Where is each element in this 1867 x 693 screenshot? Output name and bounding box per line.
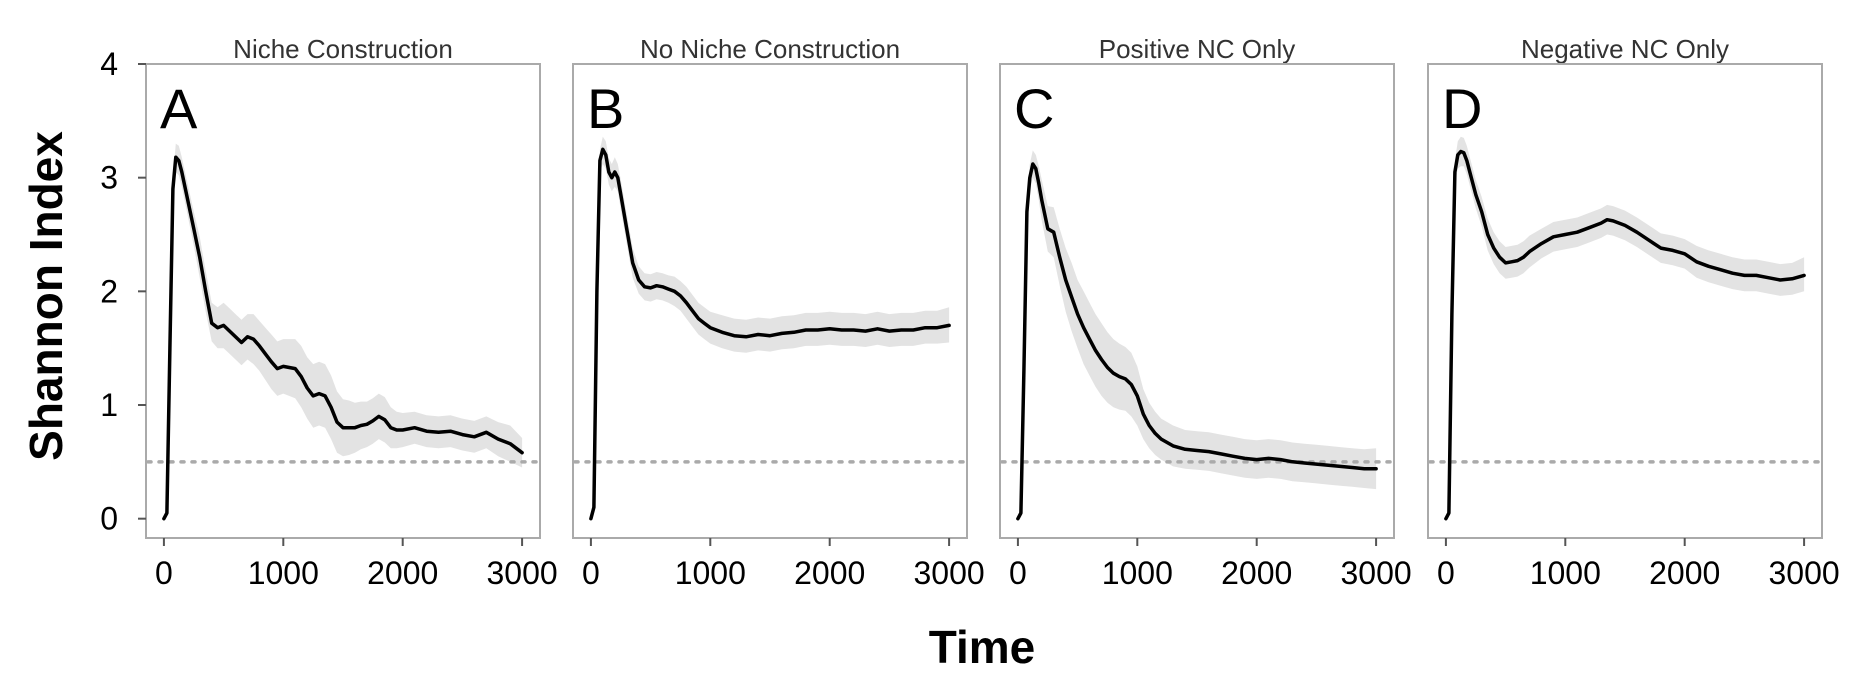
x-tick-label-a-2000: 2000 <box>367 555 438 591</box>
y-tick-label-3: 3 <box>100 160 118 196</box>
x-tick-label-c-0: 0 <box>1009 555 1027 591</box>
panel-frame-c <box>999 63 1395 539</box>
x-tick-label-a-0: 0 <box>155 555 173 591</box>
panel-a: Niche Construction A 0 1000 2000 3000 0 1 2 3 4 <box>100 34 557 591</box>
x-tick-label-b-3000: 3000 <box>913 555 984 591</box>
x-tick-label-c-1000: 1000 <box>1102 555 1173 591</box>
panel-title-b: No Niche Construction <box>640 34 900 64</box>
confidence-band-b <box>590 136 950 519</box>
x-axis-title: Time <box>929 621 1036 673</box>
panel-title-d: Negative NC Only <box>1521 34 1729 64</box>
panel-letter-d: D <box>1442 77 1482 140</box>
x-tick-label-c-2000: 2000 <box>1221 555 1292 591</box>
confidence-band-c <box>1017 150 1377 519</box>
x-tick-label-b-0: 0 <box>582 555 600 591</box>
panel-title-a: Niche Construction <box>233 34 453 64</box>
panel-b: No Niche Construction B 0 1000 2000 3000 <box>572 34 985 591</box>
panel-letter-a: A <box>160 77 198 140</box>
x-tick-label-b-1000: 1000 <box>675 555 746 591</box>
confidence-band-a <box>163 143 523 519</box>
mean-line-a <box>162 155 524 521</box>
mean-line-c <box>1016 162 1378 521</box>
mean-line-d <box>1444 149 1806 521</box>
y-axis-title: Shannon Index <box>20 131 72 461</box>
y-tick-label-0: 0 <box>100 501 118 537</box>
panel-frame-b <box>572 63 968 539</box>
y-tick-label-1: 1 <box>100 387 118 423</box>
x-tick-label-d-3000: 3000 <box>1768 555 1839 591</box>
y-tick-label-2: 2 <box>100 273 118 309</box>
panel-letter-c: C <box>1014 77 1054 140</box>
panel-letter-b: B <box>587 77 624 140</box>
mean-line-b <box>589 147 951 521</box>
panel-frame-d <box>1427 63 1823 539</box>
x-tick-label-c-3000: 3000 <box>1340 555 1411 591</box>
panel-title-c: Positive NC Only <box>1099 34 1296 64</box>
y-tick-label-4: 4 <box>100 46 118 82</box>
panel-d: Negative NC Only D 0 1000 2000 3000 <box>1427 34 1840 591</box>
panels: Niche Construction A 0 1000 2000 3000 0 1 2 3 4 No … <box>100 34 1839 591</box>
x-tick-label-d-2000: 2000 <box>1649 555 1720 591</box>
x-tick-label-a-1000: 1000 <box>248 555 319 591</box>
x-tick-label-a-3000: 3000 <box>486 555 557 591</box>
x-tick-label-b-2000: 2000 <box>794 555 865 591</box>
confidence-band-d <box>1445 136 1805 519</box>
panel-frame-a <box>145 63 541 539</box>
x-tick-label-d-1000: 1000 <box>1530 555 1601 591</box>
x-tick-label-d-0: 0 <box>1437 555 1455 591</box>
panel-c: Positive NC Only C 0 1000 2000 3000 <box>999 34 1412 591</box>
